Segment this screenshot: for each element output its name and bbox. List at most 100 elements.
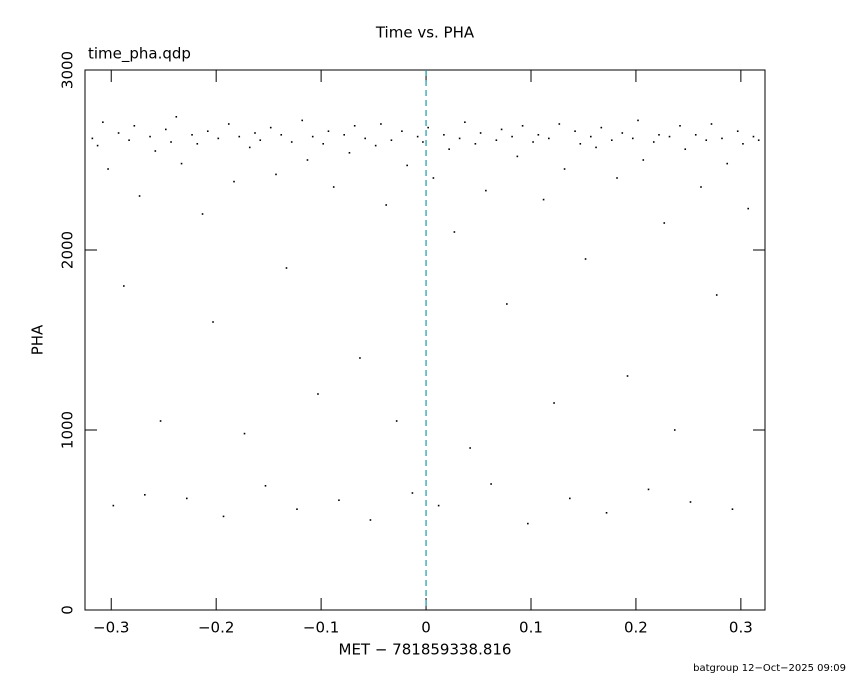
point xyxy=(296,508,298,510)
point xyxy=(91,137,94,140)
point xyxy=(700,186,702,188)
point xyxy=(558,123,561,125)
point xyxy=(469,447,471,449)
x-tick-label: 0.1 xyxy=(519,619,543,637)
point xyxy=(374,144,377,147)
point xyxy=(170,141,172,143)
point xyxy=(165,128,167,131)
point xyxy=(668,135,671,138)
point xyxy=(185,497,188,500)
point xyxy=(117,132,120,134)
x-tick-label: 0 xyxy=(421,619,431,637)
point xyxy=(715,294,718,296)
point xyxy=(684,148,687,150)
point xyxy=(248,146,251,149)
point xyxy=(542,198,545,201)
point xyxy=(616,177,618,179)
footer: batgroup 12−Oct−2025 09:09 xyxy=(693,663,846,674)
point xyxy=(138,195,141,197)
point xyxy=(689,501,692,503)
point xyxy=(196,143,199,145)
point xyxy=(458,137,461,140)
point xyxy=(757,139,760,141)
point xyxy=(332,186,335,188)
point xyxy=(359,357,361,359)
point xyxy=(453,231,456,233)
x-tick-label: 0.3 xyxy=(729,619,753,637)
y-tick-label: 0 xyxy=(59,605,77,615)
point xyxy=(432,177,435,179)
point xyxy=(506,303,508,305)
point xyxy=(406,164,408,167)
point xyxy=(647,488,650,491)
x-tick-label: 0.2 xyxy=(624,619,648,637)
point xyxy=(238,135,241,138)
point xyxy=(144,494,146,496)
point xyxy=(485,189,487,192)
point xyxy=(191,134,193,136)
point xyxy=(317,393,319,395)
point xyxy=(548,137,550,140)
point xyxy=(343,134,345,136)
point xyxy=(390,139,393,141)
point xyxy=(222,515,225,518)
point xyxy=(322,143,325,145)
point xyxy=(652,141,655,143)
point xyxy=(395,420,398,422)
point xyxy=(521,125,524,127)
point xyxy=(217,137,220,140)
point xyxy=(254,132,256,134)
point xyxy=(128,139,130,141)
point xyxy=(495,139,498,141)
point xyxy=(474,143,477,145)
y-axis-label: PHA xyxy=(29,324,47,355)
point xyxy=(338,499,340,501)
point xyxy=(537,134,540,136)
point xyxy=(401,130,403,132)
point xyxy=(327,130,330,132)
point xyxy=(227,123,230,125)
point xyxy=(527,522,529,525)
point xyxy=(107,168,109,170)
point xyxy=(285,267,288,269)
y-tick-label: 3000 xyxy=(59,51,77,89)
point xyxy=(726,162,729,165)
point xyxy=(348,152,351,154)
point xyxy=(233,180,235,183)
point xyxy=(590,135,592,138)
point xyxy=(721,137,723,140)
point xyxy=(516,155,519,158)
point xyxy=(511,135,513,138)
y-tick-label: 2000 xyxy=(59,231,77,269)
y-tick-label: 1000 xyxy=(59,411,77,449)
point xyxy=(353,125,356,127)
point xyxy=(422,141,424,143)
point xyxy=(673,429,676,431)
point xyxy=(532,141,534,143)
point xyxy=(269,126,272,129)
x-tick-label: −0.3 xyxy=(93,619,129,637)
point xyxy=(427,126,429,129)
point xyxy=(569,497,571,500)
point xyxy=(621,132,624,134)
plot-frame xyxy=(84,69,766,611)
point xyxy=(280,134,283,136)
annotation: time_pha.qdp xyxy=(88,45,191,64)
x-axis-label: MET − 781859338.816 xyxy=(339,641,512,659)
point xyxy=(500,128,503,131)
point xyxy=(306,159,309,161)
point xyxy=(694,134,697,136)
point xyxy=(369,519,372,521)
point xyxy=(102,121,104,123)
point xyxy=(747,207,750,210)
point xyxy=(385,204,387,206)
point xyxy=(642,159,645,161)
point xyxy=(663,222,666,224)
point xyxy=(710,123,713,125)
point xyxy=(443,134,445,136)
point xyxy=(206,130,209,132)
point xyxy=(731,508,734,510)
point xyxy=(243,432,246,435)
